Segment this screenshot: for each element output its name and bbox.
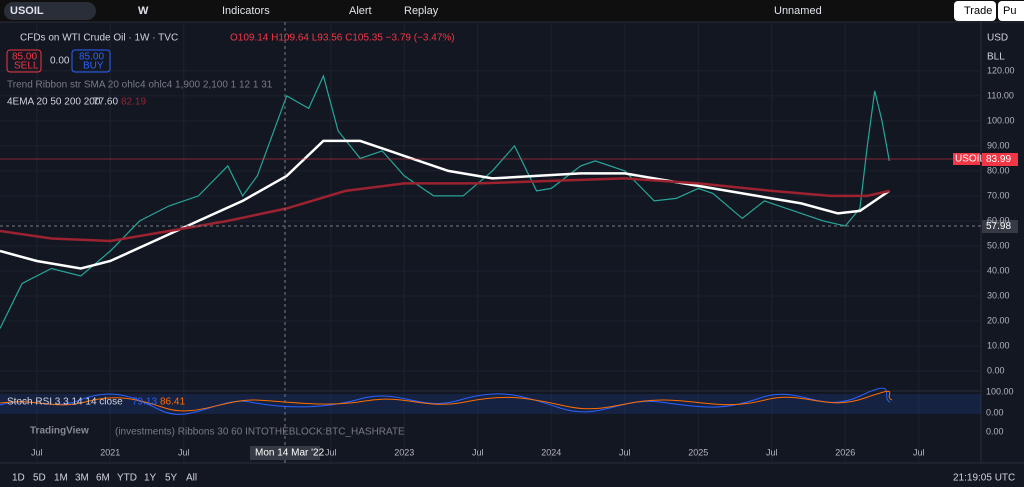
pane-tick: 0.00 <box>986 426 1004 436</box>
crosshair-date: Mon 14 Mar '22 <box>255 448 325 459</box>
buy-price[interactable]: 85.00 <box>79 52 104 63</box>
sell-price[interactable]: 85.00 <box>12 52 37 63</box>
stoch-k-value: 79.13 <box>132 397 157 408</box>
price-line <box>0 74 890 329</box>
buy-button[interactable] <box>71 49 111 73</box>
grid <box>0 22 981 463</box>
clock: 21:19:05 UTC <box>953 473 1015 484</box>
x-tick-label: Jul <box>766 447 778 457</box>
stoch-d <box>0 390 893 412</box>
cursor-price-box <box>982 220 1018 233</box>
y-tick-label: 100.00 <box>987 115 1015 125</box>
currency[interactable]: USD <box>987 33 1008 44</box>
last-price: 83.99 <box>986 154 1011 165</box>
y-tick-label: 60.00 <box>987 215 1010 225</box>
y-tick-label: 110.00 <box>987 90 1014 100</box>
y-tick-label: 80.00 <box>987 165 1010 175</box>
symbol[interactable]: USOIL <box>10 5 44 17</box>
ema-indicator: 4EMA 20 50 200 200 <box>7 97 101 108</box>
hidden-indicator: (investments) Ribbons 30 60 INTOTHEBLOCK… <box>115 427 405 438</box>
price-line <box>0 177 890 243</box>
replay-button[interactable]: Replay <box>404 5 439 17</box>
range-button[interactable]: 1M <box>54 473 68 484</box>
range-button[interactable]: 5Y <box>165 473 178 484</box>
y-tick-label: 0.00 <box>987 365 1005 375</box>
range-button[interactable]: 1Y <box>144 473 157 484</box>
stoch-d-value: 86.41 <box>160 397 185 408</box>
y-tick-label: 30.00 <box>987 290 1010 300</box>
x-tick-label: Jul <box>325 447 337 457</box>
range-button[interactable]: 1D <box>12 473 25 484</box>
x-tick-label: Jul <box>178 447 190 457</box>
x-tick-label: Jul <box>31 447 43 457</box>
unit[interactable]: BLL <box>987 52 1005 63</box>
y-tick-label: 10.00 <box>987 340 1010 350</box>
sell-label[interactable]: SELL <box>14 61 39 72</box>
toolbar <box>0 0 1024 22</box>
plot <box>0 74 891 329</box>
price-line <box>0 139 891 270</box>
y-tick-label: 70.00 <box>987 190 1010 200</box>
x-tick-label: 2021 <box>100 447 120 457</box>
bottom-bar: 1D 5D 1M 3M 6M YTD 1Y 5Y All <box>12 473 197 484</box>
x-tick-label: Jul <box>913 447 925 457</box>
trade-label[interactable]: Trade <box>964 5 992 17</box>
range-button[interactable]: YTD <box>117 473 137 484</box>
symbol-badge-box <box>953 153 980 165</box>
buy-label[interactable]: BUY <box>83 61 104 72</box>
symbol-box[interactable] <box>4 2 96 20</box>
stoch-band <box>0 394 981 414</box>
alert-button[interactable]: Alert <box>349 5 372 17</box>
last-price-box <box>982 153 1018 166</box>
y-tick-label: 90.00 <box>987 140 1010 150</box>
x-tick-label: Jul <box>472 447 484 457</box>
indicators-button[interactable]: Indicators <box>222 5 270 17</box>
cursor-price: 57.98 <box>986 221 1011 232</box>
crosshair-date-box <box>250 446 320 460</box>
range-button[interactable]: 6M <box>96 473 110 484</box>
x-tick-label: 2025 <box>688 447 708 457</box>
y-tick-label: 40.00 <box>987 265 1010 275</box>
layout-name[interactable]: Unnamed <box>774 5 822 17</box>
stoch-tick: 100.00 <box>986 386 1014 396</box>
x-tick-label: 2024 <box>541 447 561 457</box>
stoch-k <box>0 387 891 415</box>
publish-button[interactable] <box>998 1 1024 21</box>
y-tick-label: 50.00 <box>987 240 1010 250</box>
y-tick-label: 120.00 <box>987 65 1015 75</box>
range-button[interactable]: 3M <box>75 473 89 484</box>
sell-button[interactable] <box>6 49 42 73</box>
interval[interactable]: W <box>138 5 149 17</box>
ema-value-2: 82.19 <box>121 97 146 108</box>
stoch-label: Stoch RSI 3 3 14 14 close <box>7 397 123 408</box>
range-button[interactable]: 5D <box>33 473 46 484</box>
ema-value-1: 77.60 <box>93 97 118 108</box>
ribbon-indicator: Trend Ribbon str SMA 20 ohlc4 ohlc4 1,90… <box>7 80 273 91</box>
x-tick-label: 2026 <box>835 447 855 457</box>
stoch-tick: 0.00 <box>986 407 1004 417</box>
x-tick-label: 2023 <box>394 447 414 457</box>
ohlc: O109.14 H109.64 L93.56 C105.35 −3.79 (−3… <box>230 33 455 44</box>
range-button[interactable]: All <box>186 473 197 484</box>
symbol-badge: USOIL <box>955 154 985 165</box>
chart-title: CFDs on WTI Crude Oil · 1W · TVC <box>20 33 178 44</box>
y-tick-label: 20.00 <box>987 315 1010 325</box>
watermark: TradingView <box>30 426 89 437</box>
x-tick-label: Jul <box>619 447 631 457</box>
trade-button[interactable] <box>954 1 996 21</box>
publish-label[interactable]: Pu <box>1003 5 1016 17</box>
spread: 0.00 <box>50 56 70 67</box>
